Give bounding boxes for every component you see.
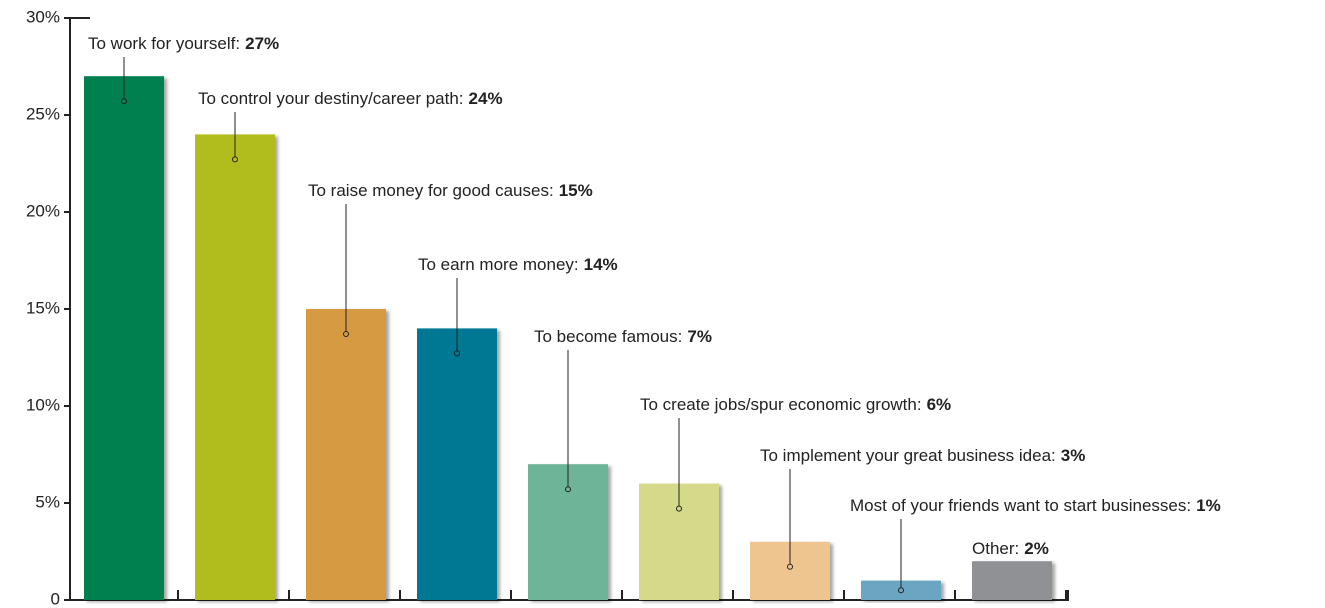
category-label: To raise money for good causes: — [308, 181, 554, 200]
bar — [417, 328, 497, 600]
category-label: Most of your friends want to start busin… — [850, 496, 1191, 515]
value-label: 24% — [469, 89, 503, 108]
bar — [195, 134, 275, 600]
category-label: To implement your great business idea: — [760, 446, 1056, 465]
bar-label: To create jobs/spur economic growth: 6% — [640, 395, 951, 414]
value-label: 27% — [245, 34, 279, 53]
category-label: To control your destiny/career path: — [198, 89, 464, 108]
bar — [306, 309, 386, 600]
bar-label: To earn more money: 14% — [418, 255, 618, 274]
leader-dot — [676, 505, 682, 512]
leader-dot — [787, 563, 793, 570]
leader-dot — [898, 587, 904, 594]
y-tick-label: 5% — [35, 492, 60, 511]
bar-label: To control your destiny/career path: 24% — [198, 89, 503, 108]
y-tick-label: 20% — [26, 201, 60, 220]
value-label: 2% — [1024, 539, 1049, 558]
leader-dot — [565, 486, 571, 493]
bar-label: To raise money for good causes: 15% — [308, 181, 593, 200]
y-tick-label: 0 — [51, 589, 60, 608]
value-label: 1% — [1196, 496, 1221, 515]
leader-dot — [343, 331, 349, 337]
category-label: Other: — [972, 539, 1019, 558]
value-label: 7% — [687, 327, 712, 346]
bar-label: To become famous: 7% — [534, 327, 712, 346]
category-label: To work for yourself: — [88, 34, 240, 53]
category-label: To create jobs/spur economic growth: — [640, 395, 922, 414]
bar — [972, 561, 1052, 600]
bar-label: To work for yourself: 27% — [88, 34, 279, 53]
value-label: 6% — [927, 395, 952, 414]
leader-dot — [121, 98, 127, 105]
y-tick-label: 10% — [26, 395, 60, 414]
bar — [84, 76, 164, 600]
y-tick-label: 30% — [26, 7, 60, 26]
leader-dot — [232, 156, 238, 163]
bar-label: Other: 2% — [972, 539, 1049, 558]
category-label: To become famous: — [534, 327, 682, 346]
y-tick-label: 25% — [26, 104, 60, 123]
y-tick-label: 15% — [26, 298, 60, 317]
value-label: 15% — [559, 181, 593, 200]
bar — [861, 580, 941, 600]
bar-label: Most of your friends want to start busin… — [850, 496, 1221, 515]
category-label: To earn more money: — [418, 255, 579, 274]
value-label: 14% — [584, 255, 618, 274]
value-label: 3% — [1061, 446, 1086, 465]
bar-label: To implement your great business idea: 3% — [760, 446, 1085, 465]
leader-dot — [454, 350, 460, 357]
